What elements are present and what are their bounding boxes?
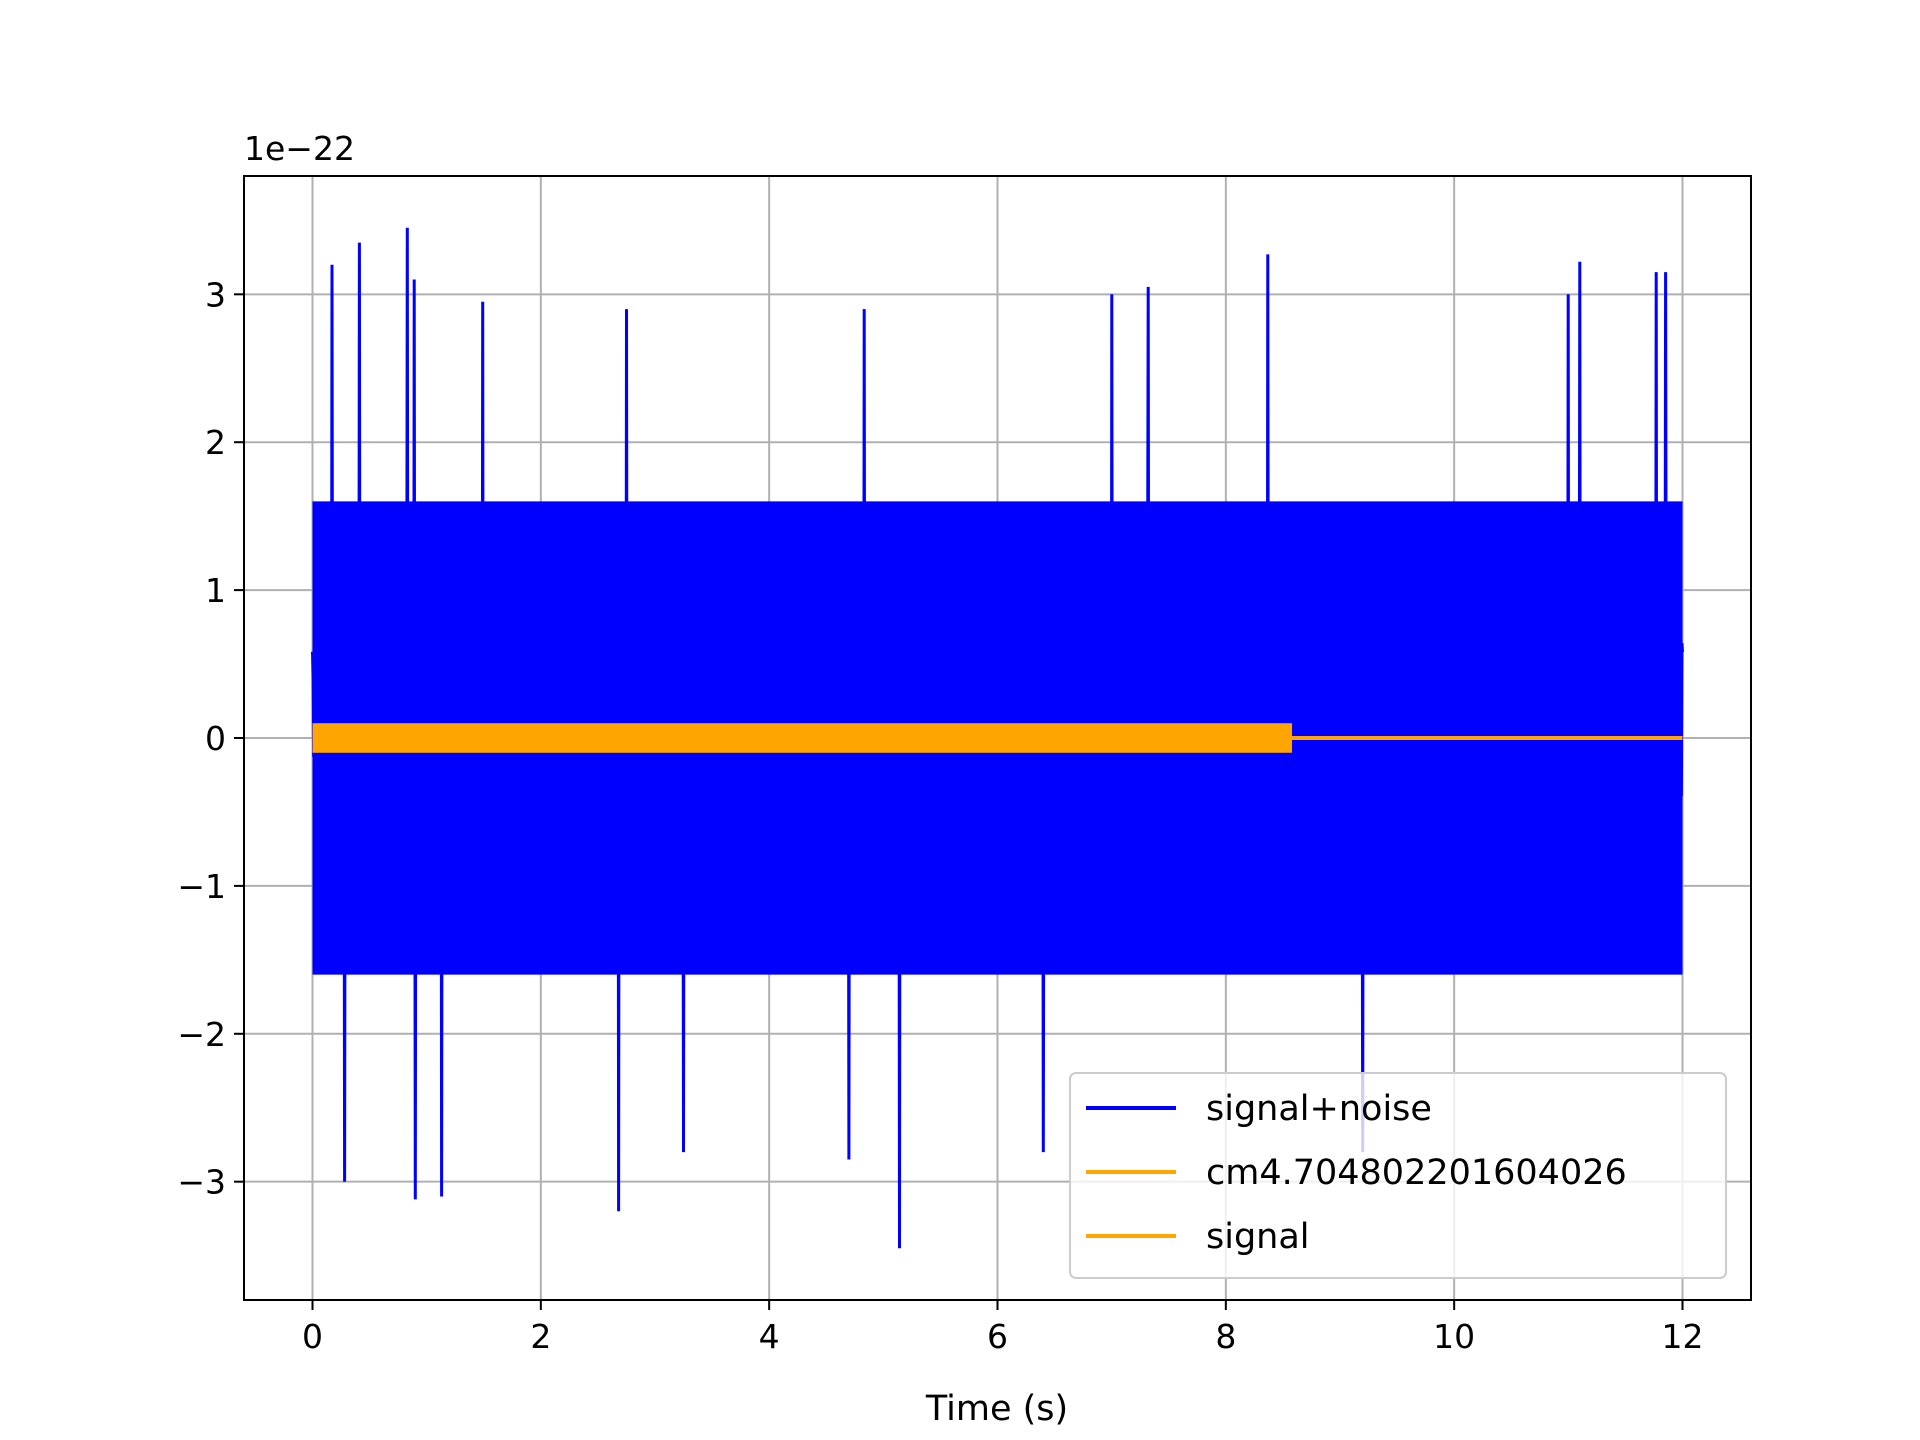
x-tick-label: 10 bbox=[1433, 1317, 1475, 1356]
y-tick-label: 0 bbox=[205, 719, 226, 758]
y-tick-label: −3 bbox=[177, 1163, 226, 1202]
x-tick-label: 0 bbox=[302, 1317, 323, 1356]
legend-label-cm: cm4.704802201604026 bbox=[1206, 1153, 1627, 1193]
x-tick-label: 2 bbox=[530, 1317, 551, 1356]
plot-area bbox=[311, 227, 1684, 1249]
y-tick-label: −2 bbox=[177, 1015, 226, 1054]
x-tick-label: 8 bbox=[1215, 1317, 1236, 1356]
x-tick-label: 6 bbox=[987, 1317, 1008, 1356]
y-tick-label: −1 bbox=[177, 867, 226, 906]
legend-label-signal: signal bbox=[1206, 1217, 1310, 1257]
y-offset-text: 1e−22 bbox=[244, 129, 355, 168]
legend: signal+noise cm4.704802201604026 signal bbox=[1069, 1072, 1727, 1279]
legend-label-signal-noise: signal+noise bbox=[1206, 1089, 1432, 1129]
y-tick-label: 3 bbox=[205, 275, 226, 314]
x-tick-label: 12 bbox=[1662, 1317, 1704, 1356]
series-signal bbox=[312, 723, 1293, 753]
y-tick-label: 1 bbox=[205, 571, 226, 610]
y-tick-label: 2 bbox=[205, 423, 226, 462]
x-axis-label: Time (s) bbox=[925, 1389, 1068, 1429]
legend-box bbox=[1069, 1072, 1727, 1279]
x-tick-label: 4 bbox=[759, 1317, 780, 1356]
